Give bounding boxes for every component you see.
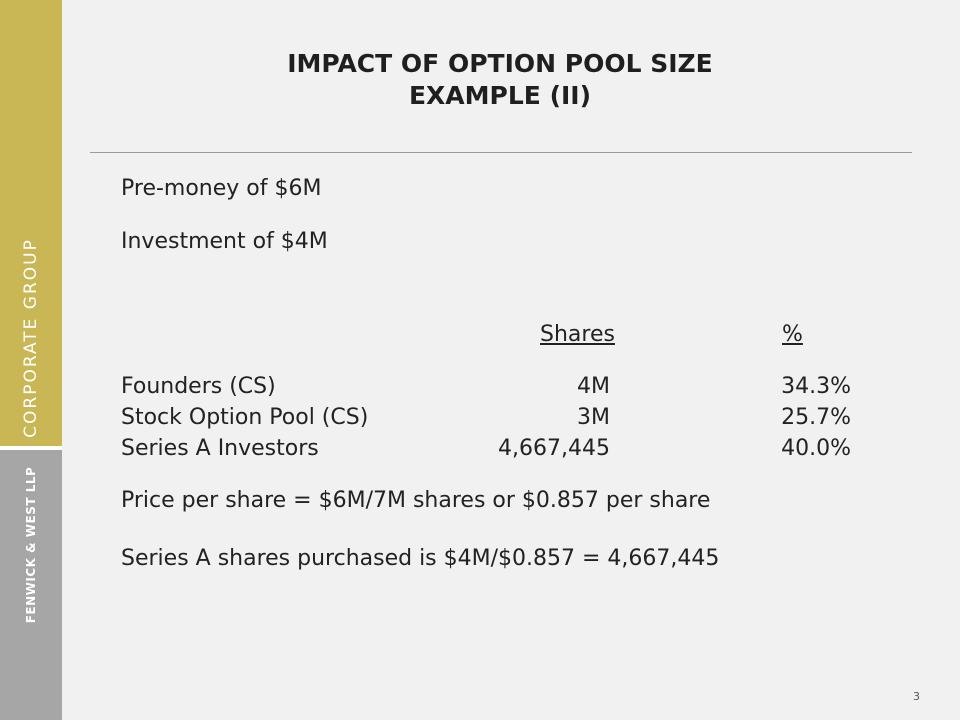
- corporate-group-label: CORPORATE GROUP: [21, 238, 41, 438]
- investment-text: Investment of $4M: [121, 229, 328, 254]
- slide-title-line1: IMPACT OF OPTION POOL SIZE: [287, 49, 713, 78]
- sidebar: CORPORATE GROUP FENWICK & WEST LLP: [0, 0, 62, 720]
- percent-column-header: %: [782, 322, 803, 347]
- row-shares: 4,667,445: [498, 436, 610, 461]
- slide-title: IMPACT OF OPTION POOL SIZE EXAMPLE (II): [120, 48, 880, 112]
- firm-name-label: FENWICK & WEST LLP: [24, 466, 38, 624]
- sidebar-gray-band: [0, 450, 62, 720]
- sidebar-divider: [0, 446, 62, 450]
- series-a-shares-text: Series A shares purchased is $4M/$0.857 …: [121, 546, 720, 571]
- price-per-share-text: Price per share = $6M/7M shares or $0.85…: [121, 488, 711, 513]
- row-percent: 34.3%: [781, 374, 851, 399]
- row-shares: 3M: [577, 405, 610, 430]
- slide-title-line2: EXAMPLE (II): [408, 81, 592, 110]
- shares-column-header: Shares: [540, 322, 615, 347]
- row-shares: 4M: [577, 374, 610, 399]
- row-percent: 40.0%: [781, 436, 851, 461]
- row-name: Series A Investors: [121, 436, 319, 461]
- page-number: 3: [913, 690, 920, 703]
- title-divider: [90, 152, 912, 153]
- premoney-text: Pre-money of $6M: [121, 176, 322, 201]
- sidebar-gold-band: [0, 0, 62, 446]
- row-name: Stock Option Pool (CS): [121, 405, 369, 430]
- row-percent: 25.7%: [781, 405, 851, 430]
- row-name: Founders (CS): [121, 374, 276, 399]
